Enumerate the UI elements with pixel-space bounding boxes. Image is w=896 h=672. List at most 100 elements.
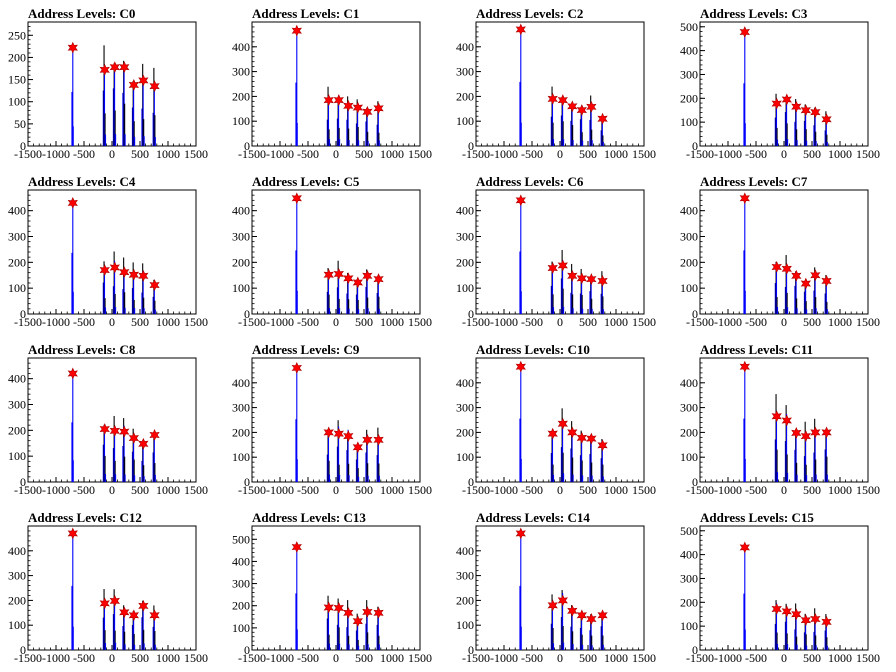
peak-marker — [149, 609, 160, 622]
plot-frame — [475, 189, 645, 315]
chart-title: Address Levels: C8 — [28, 342, 136, 357]
y-tick-label: 0 — [20, 307, 26, 321]
y-tick-label: 500 — [232, 532, 250, 546]
y-tick-label: 200 — [680, 595, 698, 609]
peak-marker — [810, 613, 821, 625]
x-tick-label: 0 — [557, 147, 563, 161]
chart-title: Address Levels: C3 — [700, 6, 808, 21]
peak-cluster — [743, 547, 746, 650]
peak-marker — [576, 431, 587, 444]
peak-cluster — [152, 432, 156, 482]
y-tick-label: 200 — [456, 89, 474, 103]
peak-marker — [597, 439, 608, 452]
x-tick-label: 500 — [131, 315, 149, 329]
x-tick-label: -1000 — [42, 651, 70, 665]
y-tick-label: 400 — [680, 44, 698, 58]
peak-marker — [739, 26, 750, 38]
peak-marker — [821, 615, 832, 628]
x-tick-label: 0 — [557, 315, 563, 329]
y-tick-label: 200 — [232, 599, 250, 613]
y-tick-label: 300 — [8, 569, 26, 583]
peak-marker — [781, 414, 792, 427]
chart-panel: 0 100 200 300 400 -1500 -1000 -500 0 500 1000 1500 A… — [672, 336, 896, 504]
x-tick-label: 0 — [333, 147, 339, 161]
peak-marker — [771, 261, 782, 273]
y-tick-label: 300 — [456, 65, 474, 79]
x-tick-label: 500 — [579, 315, 597, 329]
x-tick-label: -1500 — [686, 651, 714, 665]
peak-cluster — [102, 45, 107, 146]
x-tick-label: 500 — [131, 483, 149, 497]
peak-marker — [352, 615, 363, 628]
chart-title: Address Levels: C7 — [700, 174, 808, 189]
peak-cluster — [550, 594, 555, 650]
peak-marker — [781, 262, 792, 275]
y-tick-label: 200 — [456, 255, 474, 269]
x-tick-label: 0 — [333, 651, 339, 665]
x-tick-label: -1500 — [238, 651, 266, 665]
peak-marker — [128, 268, 139, 281]
peak-cluster — [560, 99, 565, 146]
x-tick-label: 1500 — [856, 315, 880, 329]
histogram-plot: 0 100 200 300 400 -1500 -1000 -500 0 500 1000 1500 — [8, 525, 208, 665]
peak-marker — [352, 101, 363, 114]
peak-marker — [333, 601, 344, 614]
x-tick-label: 500 — [355, 147, 373, 161]
y-tick-label: 100 — [456, 281, 474, 295]
plot-frame — [699, 525, 869, 651]
x-tick-label: 500 — [579, 651, 597, 665]
peak-cluster — [112, 251, 117, 314]
y-tick-label: 200 — [8, 255, 26, 269]
y-tick-label: 0 — [244, 475, 250, 489]
y-tick-label: 400 — [456, 376, 474, 390]
x-tick-label: 1500 — [184, 315, 208, 329]
y-tick-label: 300 — [456, 401, 474, 415]
peak-cluster — [295, 30, 298, 146]
x-tick-label: 0 — [781, 147, 787, 161]
y-tick-label: 100 — [456, 618, 474, 632]
peak-cluster — [803, 104, 808, 146]
peak-marker — [333, 94, 344, 107]
peak-cluster — [774, 93, 779, 146]
x-tick-label: -1000 — [266, 315, 294, 329]
x-tick-label: 0 — [781, 483, 787, 497]
chart-title: Address Levels: C2 — [476, 6, 584, 21]
chart-title: Address Levels: C14 — [476, 510, 590, 525]
peak-marker — [99, 597, 110, 610]
x-tick-label: -500 — [73, 483, 95, 497]
x-tick-label: 1000 — [380, 651, 404, 665]
chart-panel: 0 100 200 300 400 -1500 -1000 -500 0 500 1000 1500 A… — [224, 336, 448, 504]
x-tick-label: -500 — [521, 651, 543, 665]
y-tick-label: 100 — [8, 281, 26, 295]
peak-cluster — [326, 429, 331, 482]
peak-marker — [291, 192, 302, 205]
plot-frame — [699, 21, 869, 147]
y-tick-label: 300 — [680, 401, 698, 415]
peak-marker — [119, 606, 130, 619]
peak-marker — [515, 194, 526, 207]
plot-frame — [475, 357, 645, 483]
peak-marker — [771, 97, 782, 110]
peak-marker — [109, 424, 120, 437]
histogram-plot: 0 100 200 300 400 -1500 -1000 -500 0 500 1000 1500 — [232, 189, 432, 329]
histogram-plot: 0 100 200 300 400 -1500 -1000 -500 0 500 1000 1500 — [680, 189, 880, 329]
y-tick-label: 100 — [680, 619, 698, 633]
y-tick-label: 0 — [244, 139, 250, 153]
y-tick-label: 200 — [8, 50, 26, 64]
x-tick-label: 500 — [131, 147, 149, 161]
peak-marker — [67, 196, 78, 209]
peak-marker — [586, 432, 597, 445]
peak-marker — [99, 423, 110, 435]
y-tick-label: 50 — [14, 117, 26, 131]
chart-panel: 0 100 200 300 400 -1500 -1000 -500 0 500 1000 1500 A… — [0, 336, 224, 504]
peak-cluster — [570, 104, 574, 146]
peak-marker — [586, 613, 597, 625]
x-tick-label: 0 — [781, 651, 787, 665]
x-tick-label: -1500 — [14, 315, 42, 329]
x-tick-label: -1000 — [266, 651, 294, 665]
chart-title: Address Levels: C1 — [252, 6, 360, 21]
peak-cluster — [519, 200, 522, 314]
x-tick-label: -1500 — [462, 315, 490, 329]
peak-cluster — [743, 198, 746, 314]
